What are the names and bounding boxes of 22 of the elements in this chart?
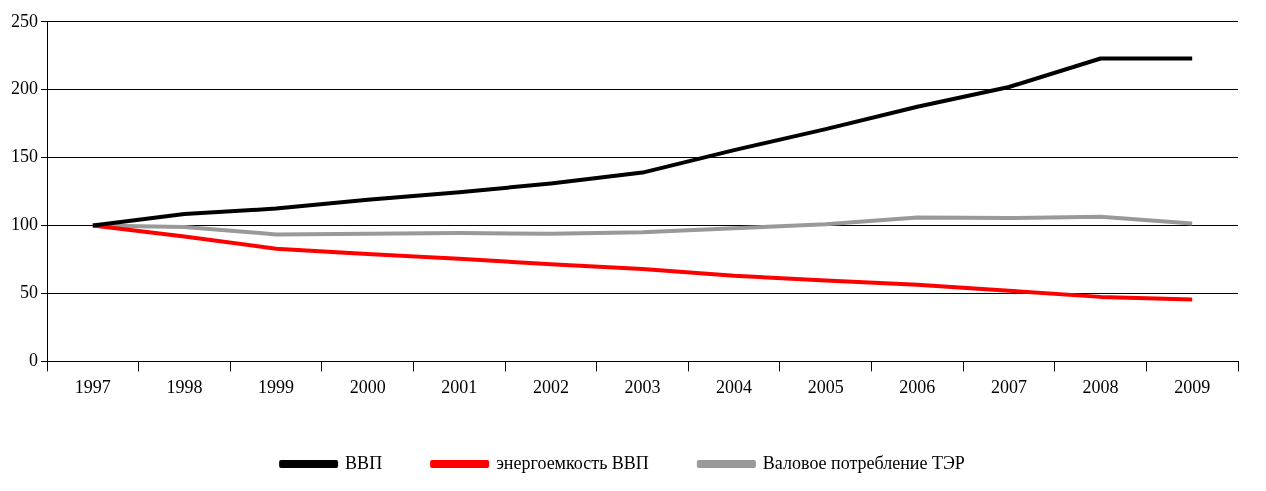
legend-label: Валовое потребление ТЭР bbox=[762, 452, 965, 473]
x-tick-label: 2001 bbox=[441, 376, 478, 397]
y-tick-label: 200 bbox=[11, 78, 38, 99]
x-tick-label: 2007 bbox=[990, 376, 1027, 397]
y-tick-label: 0 bbox=[29, 350, 38, 371]
y-tick-label: 250 bbox=[11, 10, 38, 31]
x-tick-label: 1997 bbox=[74, 376, 111, 397]
y-tick-label: 50 bbox=[20, 282, 38, 303]
x-tick-label: 1998 bbox=[166, 376, 203, 397]
x-tick-label: 2005 bbox=[807, 376, 844, 397]
x-tick-label: 2009 bbox=[1174, 376, 1211, 397]
x-tick-label: 2003 bbox=[624, 376, 661, 397]
x-tick-label: 2008 bbox=[1082, 376, 1119, 397]
y-tick-label: 150 bbox=[11, 146, 38, 167]
legend-label: ВВП bbox=[345, 452, 383, 473]
x-tick-label: 2004 bbox=[716, 376, 753, 397]
x-tick-label: 1999 bbox=[258, 376, 295, 397]
x-tick-label: 2000 bbox=[349, 376, 386, 397]
legend-label: энергоемкость ВВП bbox=[496, 452, 649, 473]
x-tick-label: 2006 bbox=[899, 376, 936, 397]
y-tick-label: 100 bbox=[11, 214, 38, 235]
x-tick-label: 2002 bbox=[532, 376, 569, 397]
